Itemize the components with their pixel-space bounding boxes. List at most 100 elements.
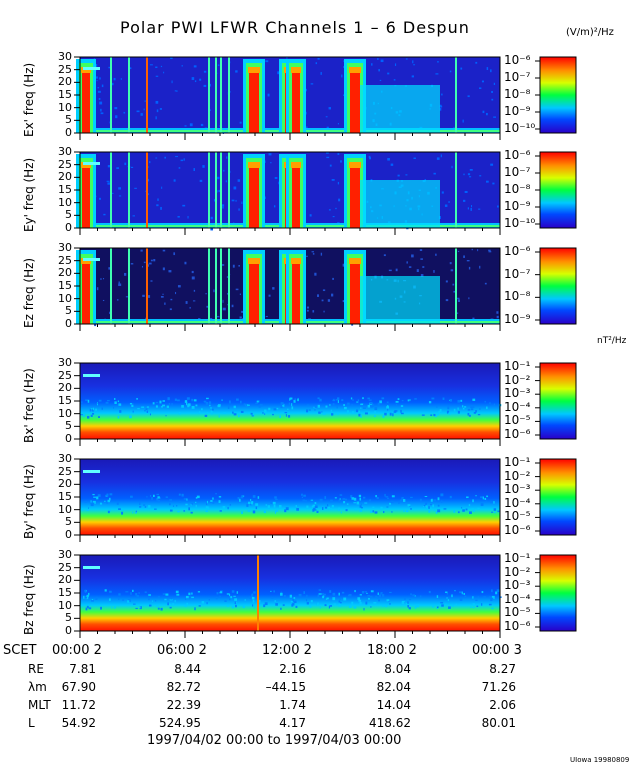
- y-tick-label: 5: [65, 208, 72, 222]
- y-tick-label: 20: [58, 170, 72, 184]
- noise-speck: [100, 606, 102, 610]
- noise-speck: [120, 508, 124, 511]
- noise-speck: [433, 413, 436, 417]
- y-tick-label: 25: [58, 560, 72, 574]
- noise-speck: [239, 400, 242, 404]
- noise-speck: [280, 591, 282, 593]
- burst-tail: [360, 85, 440, 133]
- noise-speck: [339, 498, 341, 500]
- noise-speck: [167, 602, 169, 606]
- spike-line: [228, 152, 230, 228]
- noise-speck: [468, 297, 470, 300]
- spike-line: [146, 248, 148, 324]
- noise-speck: [378, 69, 380, 72]
- noise-speck: [306, 306, 309, 309]
- noise-speck: [198, 605, 201, 607]
- y-tick-label: 0: [65, 624, 72, 637]
- noise-speck: [439, 107, 442, 111]
- noise-speck: [263, 604, 266, 608]
- noise-speck: [306, 309, 309, 312]
- colorbar-units-e: (V/m)²/Hz: [566, 27, 614, 38]
- noise-speck: [206, 411, 208, 414]
- noise-speck: [314, 502, 317, 504]
- noise-speck: [476, 605, 479, 608]
- noise-speck: [125, 591, 129, 593]
- y-tick-label: 0: [65, 126, 72, 139]
- y-tick-label: 10: [58, 195, 72, 209]
- noise-speck: [381, 397, 385, 400]
- noise-speck: [368, 155, 371, 158]
- noise-speck: [257, 496, 260, 499]
- ephemeris-value: 524.95: [159, 716, 201, 730]
- noise-speck: [407, 399, 410, 402]
- noise-speck: [395, 400, 399, 403]
- noise-speck: [389, 412, 392, 416]
- noise-speck: [434, 415, 437, 418]
- noise-speck: [232, 411, 234, 414]
- noise-speck: [233, 413, 237, 416]
- noise-speck: [403, 509, 405, 513]
- noise-speck: [139, 506, 142, 508]
- noise-speck: [118, 187, 121, 190]
- noise-speck: [467, 408, 471, 411]
- burst-core: [292, 166, 300, 228]
- spike-line: [110, 152, 112, 228]
- noise-speck: [314, 405, 317, 408]
- noise-speck: [134, 187, 137, 189]
- noise-speck: [195, 404, 198, 407]
- noise-speck: [135, 510, 137, 513]
- noise-speck: [367, 397, 370, 400]
- noise-speck: [324, 604, 327, 607]
- spike-line: [128, 248, 130, 324]
- noise-speck: [370, 404, 373, 408]
- noise-speck: [125, 296, 129, 298]
- noise-speck: [496, 311, 499, 314]
- noise-speck: [369, 402, 373, 405]
- noise-speck: [142, 294, 145, 297]
- x-axis-label: SCET: [3, 643, 37, 658]
- noise-speck: [471, 508, 474, 510]
- noise-speck: [191, 503, 194, 505]
- noise-speck: [203, 70, 207, 73]
- noise-speck: [162, 267, 165, 271]
- ephemeris-value: 8.44: [174, 662, 201, 676]
- noise-speck: [104, 589, 107, 592]
- noise-speck: [135, 593, 138, 596]
- noise-speck: [233, 186, 237, 190]
- panel-4: [74, 362, 502, 446]
- noise-speck: [342, 498, 346, 500]
- noise-speck: [419, 498, 422, 502]
- noise-speck: [203, 400, 206, 402]
- noise-speck: [208, 599, 210, 601]
- noise-speck: [135, 607, 138, 610]
- noise-speck: [466, 496, 469, 499]
- noise-speck: [339, 494, 343, 496]
- noise-speck: [280, 406, 283, 408]
- noise-speck: [329, 508, 333, 510]
- noise-speck: [493, 116, 497, 118]
- noise-speck: [389, 591, 392, 594]
- noise-speck: [197, 591, 201, 593]
- noise-speck: [405, 58, 408, 60]
- noise-speck: [187, 215, 189, 219]
- noise-speck: [116, 502, 119, 505]
- noise-speck: [264, 409, 267, 413]
- colorbar: [539, 458, 577, 536]
- y-tick-label: 20: [58, 573, 72, 587]
- noise-speck: [303, 591, 305, 595]
- noise-speck: [90, 503, 94, 506]
- noise-speck: [180, 159, 184, 162]
- colorbar: [539, 362, 577, 440]
- noise-speck: [405, 603, 408, 605]
- noise-speck: [202, 165, 205, 168]
- noise-speck: [274, 205, 276, 208]
- noise-speck: [239, 498, 241, 502]
- spike-line: [146, 152, 148, 228]
- noise-speck: [138, 592, 140, 594]
- noise-speck: [364, 412, 368, 415]
- noise-speck: [420, 258, 423, 260]
- noise-speck: [170, 298, 173, 301]
- noise-speck: [448, 412, 451, 415]
- ephemeris-value: 8.27: [489, 662, 516, 676]
- noise-speck: [322, 507, 324, 510]
